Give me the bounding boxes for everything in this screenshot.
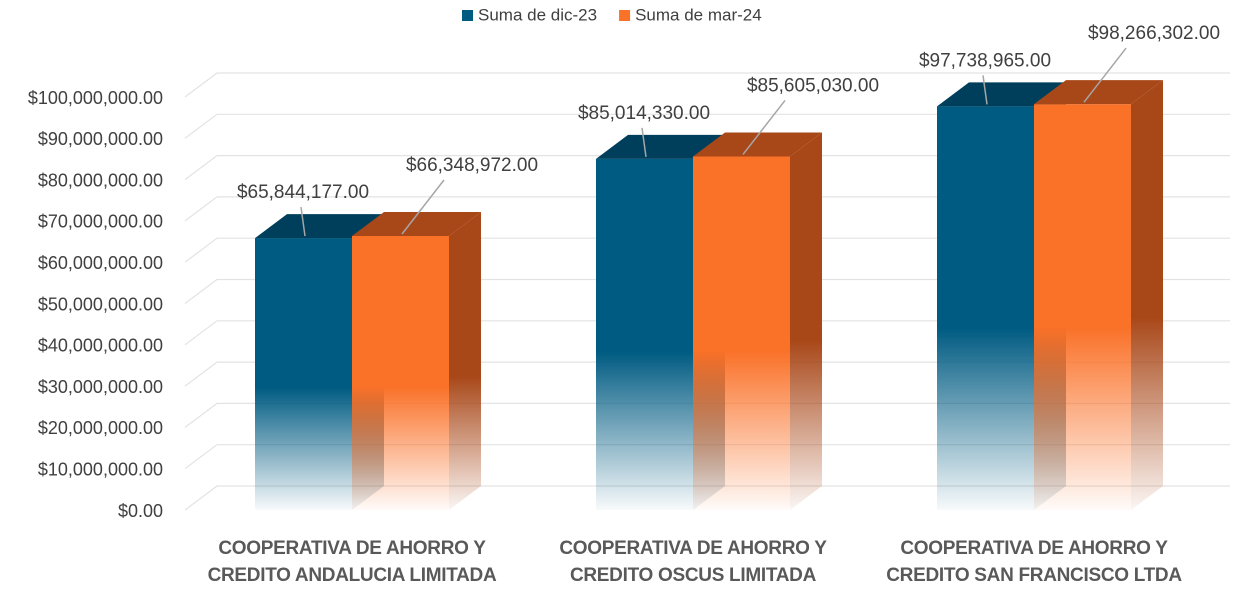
y-tick-label: $20,000,000.00: [38, 418, 163, 438]
bar: [352, 211, 481, 510]
legend-swatch: [619, 10, 631, 21]
bar-top: [596, 134, 725, 159]
grid-line: [184, 72, 1230, 98]
bar-front: [596, 158, 693, 511]
y-tick-label: $80,000,000.00: [38, 170, 163, 190]
y-tick-label: $50,000,000.00: [38, 294, 163, 314]
grid-line: [184, 320, 1230, 346]
bar-front: [1034, 104, 1131, 511]
grid-line: [184, 361, 1230, 387]
x-tick-label: COOPERATIVA DE AHORRO Y CREDITO ANDALUCI…: [207, 538, 497, 586]
leader-line: [641, 127, 647, 157]
grid-line: [184, 485, 1230, 511]
grid-line: [184, 402, 1230, 428]
grid-line: [184, 155, 1230, 181]
data-label: $65,844,177.00: [237, 182, 369, 203]
data-label: $97,738,965.00: [919, 50, 1051, 71]
grid-line: [184, 113, 1230, 139]
bar-top: [255, 214, 384, 239]
x-tick-label: COOPERATIVA DE AHORRO Y CREDITO OSCUS LI…: [559, 538, 827, 586]
y-tick-label: $90,000,000.00: [38, 129, 163, 149]
y-tick-label: $100,000,000.00: [28, 88, 163, 108]
y-tick-label: $0.00: [118, 501, 163, 521]
bar-top: [937, 82, 1066, 107]
bar-top: [1034, 80, 1163, 105]
grid-line: [184, 237, 1230, 263]
data-label: $98,266,302.00: [1088, 23, 1220, 44]
y-tick-label: $40,000,000.00: [38, 336, 163, 356]
bar-front: [693, 156, 790, 510]
leader-line: [1083, 47, 1127, 103]
leader-line: [742, 99, 786, 155]
leader-line: [982, 75, 988, 105]
bar: [1034, 80, 1163, 511]
legend-label: Suma de mar-24: [635, 5, 762, 24]
grid-line: [184, 444, 1230, 470]
data-label: $85,605,030.00: [747, 75, 879, 96]
x-tick-label: COOPERATIVA DE AHORRO Y CREDITO SAN FRAN…: [886, 538, 1182, 586]
y-tick-label: $60,000,000.00: [38, 253, 163, 273]
legend-label: Suma de dic-23: [478, 5, 597, 24]
bar-side: [1131, 80, 1163, 511]
bar-front: [937, 106, 1034, 510]
y-tick-label: $30,000,000.00: [38, 377, 163, 397]
bar: [693, 132, 822, 510]
bar-top: [352, 211, 481, 236]
legend-swatch: [462, 10, 473, 21]
bar-side: [449, 211, 481, 510]
bar-side: [790, 132, 822, 510]
y-tick-label: $70,000,000.00: [38, 212, 163, 232]
bar-front: [255, 238, 352, 511]
bar-front: [352, 235, 449, 510]
grid-line: [184, 278, 1230, 304]
data-label: $85,014,330.00: [578, 103, 710, 124]
leader-line: [401, 179, 445, 235]
data-label: $66,348,972.00: [406, 155, 538, 176]
y-tick-label: $10,000,000.00: [38, 459, 163, 479]
grid-line: [184, 196, 1230, 222]
leader-line: [300, 206, 306, 237]
bar-top: [693, 132, 822, 157]
